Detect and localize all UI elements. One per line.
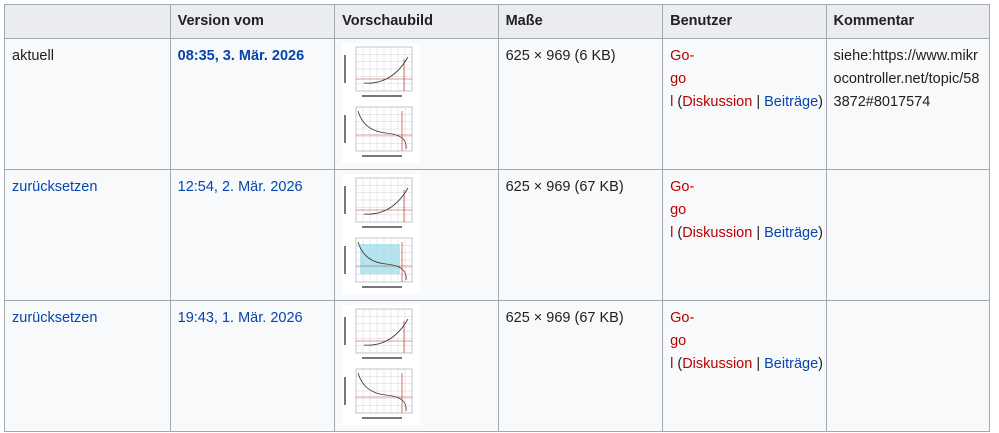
user-link-line1[interactable]: Go- xyxy=(670,179,695,195)
version-thumbnail[interactable] xyxy=(342,305,421,425)
version-date-link[interactable]: 19:43, 1. Mär. 2026 xyxy=(177,310,303,326)
header-comment: Kommentar xyxy=(825,4,991,39)
user-links-line: l (Diskussion | Beiträge) xyxy=(670,94,823,110)
user-link-line3[interactable]: l xyxy=(670,225,674,241)
user-cell: Go- go l (Diskussion | Beiträge) xyxy=(662,300,827,432)
thumb-background xyxy=(342,174,421,294)
curve-line xyxy=(357,241,407,281)
table-header-row: Version vom Vorschaubild Maße Benutzer K… xyxy=(4,4,991,39)
user-link-line2[interactable]: go xyxy=(670,71,687,87)
action-cell: zurücksetzen xyxy=(4,169,171,301)
version-cell: 08:35, 3. Mär. 2026 xyxy=(169,38,336,170)
highlight-region xyxy=(360,244,401,274)
caption-text xyxy=(362,95,403,97)
caption-text xyxy=(362,226,403,228)
header-dimensions: Maße xyxy=(497,4,664,39)
revert-link[interactable]: zurücksetzen xyxy=(12,179,98,195)
user-link-line2[interactable]: go xyxy=(670,333,687,349)
user-cell: Go- go l (Diskussion | Beiträge) xyxy=(662,169,827,301)
dimensions-cell: 625 × 969 (6 KB) xyxy=(497,38,664,170)
thumb-background xyxy=(342,305,421,425)
axis-label xyxy=(344,115,347,143)
talk-link[interactable]: Diskussion xyxy=(682,356,753,372)
row-action-current: aktuell xyxy=(4,38,171,170)
thumb-background xyxy=(342,43,421,163)
contribs-link[interactable]: Beiträge xyxy=(764,225,819,241)
thumbnail-cell xyxy=(334,38,499,170)
axis-label xyxy=(344,377,347,405)
curve-line xyxy=(357,372,407,412)
user-link-line1[interactable]: Go- xyxy=(670,48,695,64)
thumbnail-cell xyxy=(334,169,499,301)
axis-label xyxy=(344,186,347,214)
caption-text xyxy=(362,417,403,419)
version-thumbnail[interactable] xyxy=(342,43,421,163)
curve-line xyxy=(364,56,409,84)
revert-link[interactable]: zurücksetzen xyxy=(12,310,98,326)
thumbnail-cell xyxy=(334,300,499,432)
user-link-line3[interactable]: l xyxy=(670,94,674,110)
talk-link[interactable]: Diskussion xyxy=(682,94,753,110)
dimensions-cell: 625 × 969 (67 KB) xyxy=(497,300,664,432)
user-cell: Go- go l (Diskussion | Beiträge) xyxy=(662,38,827,170)
curve-line xyxy=(364,318,409,346)
curve-line xyxy=(357,110,407,150)
caption-text xyxy=(362,155,403,157)
user-links-line: l (Diskussion | Beiträge) xyxy=(670,356,823,372)
file-history-table: Version vom Vorschaubild Maße Benutzer K… xyxy=(4,4,991,432)
table-row: zurücksetzen 12:54, 2. Mär. 2026 625 × 9… xyxy=(4,169,991,301)
version-cell: 12:54, 2. Mär. 2026 xyxy=(169,169,336,301)
comment-cell: siehe:https://www.mikrocontroller.net/to… xyxy=(825,38,991,170)
header-user: Benutzer xyxy=(662,4,827,39)
contribs-link[interactable]: Beiträge xyxy=(764,356,819,372)
version-cell: 19:43, 1. Mär. 2026 xyxy=(169,300,336,432)
header-action xyxy=(4,4,171,39)
axis-label xyxy=(344,55,347,83)
table-row: zurücksetzen 19:43, 1. Mär. 2026 625 × 9… xyxy=(4,300,991,432)
dimensions-cell: 625 × 969 (67 KB) xyxy=(497,169,664,301)
user-links-line: l (Diskussion | Beiträge) xyxy=(670,225,823,241)
user-link-line2[interactable]: go xyxy=(670,202,687,218)
version-date-link[interactable]: 08:35, 3. Mär. 2026 xyxy=(177,48,305,64)
comment-cell xyxy=(825,300,991,432)
talk-link[interactable]: Diskussion xyxy=(682,225,753,241)
axis-label xyxy=(344,246,347,274)
comment-cell xyxy=(825,169,991,301)
action-cell: zurücksetzen xyxy=(4,300,171,432)
user-link-line3[interactable]: l xyxy=(670,356,674,372)
version-thumbnail[interactable] xyxy=(342,174,421,294)
table-row: aktuell 08:35, 3. Mär. 2026 625 × 969 (6… xyxy=(4,38,991,170)
axis-label xyxy=(344,317,347,345)
caption-text xyxy=(362,286,403,288)
curve-line xyxy=(364,187,409,215)
version-date-link[interactable]: 12:54, 2. Mär. 2026 xyxy=(177,179,303,195)
user-link-line1[interactable]: Go- xyxy=(670,310,695,326)
caption-text xyxy=(362,357,403,359)
header-thumbnail: Vorschaubild xyxy=(334,4,499,39)
contribs-link[interactable]: Beiträge xyxy=(764,94,819,110)
header-version: Version vom xyxy=(169,4,336,39)
